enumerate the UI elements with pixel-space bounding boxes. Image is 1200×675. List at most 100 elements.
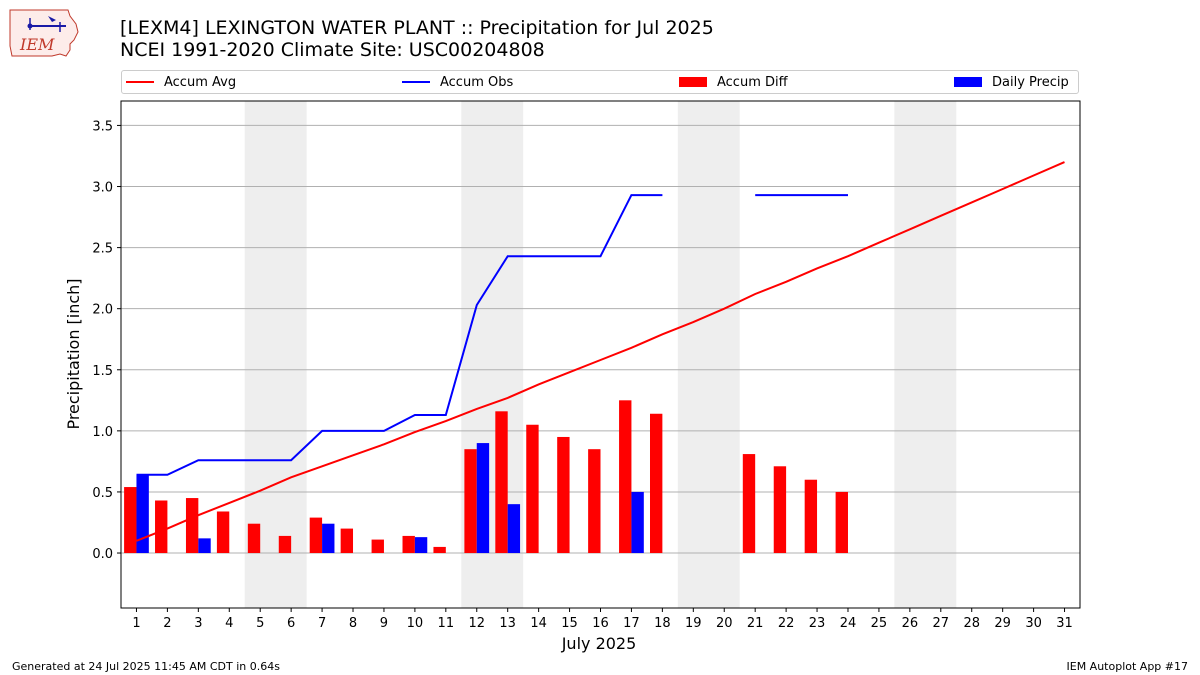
x-tick-label: 2 [163, 616, 171, 631]
x-tick-label: 17 [623, 616, 640, 631]
x-tick-label: 28 [963, 616, 980, 631]
weekend-band-3 [677, 101, 740, 608]
x-tick-label: 26 [902, 616, 919, 631]
legend-swatch-daily-precip [954, 77, 982, 87]
accum-diff-bar-day-17 [619, 400, 632, 554]
footer-generated: Generated at 24 Jul 2025 11:45 AM CDT in… [12, 660, 280, 673]
x-axis-label: July 2025 [561, 634, 637, 653]
accum-diff-bar-day-14 [526, 424, 539, 554]
weekend-band-4 [894, 101, 957, 608]
y-tick-label: 1.0 [92, 425, 113, 440]
daily-precip-bar-day-12 [476, 443, 490, 554]
x-tick-label: 16 [592, 616, 609, 631]
x-tick-label: 15 [561, 616, 578, 631]
x-tick-label: 29 [994, 616, 1011, 631]
legend-swatch-accum-diff [679, 77, 707, 87]
x-tick-label: 7 [318, 616, 326, 631]
accum-avg-line [136, 161, 1065, 542]
accum-diff-bar-day-5 [247, 523, 261, 554]
accum-diff-bar-day-7 [309, 517, 323, 554]
x-tick-label: 31 [1056, 616, 1073, 631]
accum-diff-bar-day-24 [835, 491, 848, 554]
legend-swatch-accum-avg [126, 81, 154, 83]
x-tick-label: 12 [468, 616, 485, 631]
daily-precip-bar-day-17 [631, 491, 644, 554]
accum-diff-bar-day-21 [742, 454, 756, 554]
accum-diff-bar-day-4 [216, 511, 230, 554]
y-tick-label: 2.5 [92, 242, 113, 257]
accum-obs-line-segment-1 [136, 194, 663, 476]
weekend-band-2 [461, 101, 524, 608]
logo-text: IEM [19, 35, 55, 54]
bar-marks [124, 400, 848, 554]
chart-title: [LEXM4] LEXINGTON WATER PLANT :: Precipi… [120, 17, 714, 39]
accum-diff-bar-day-11 [433, 546, 446, 554]
legend-item-accum-avg: Accum Avg [126, 71, 236, 93]
accum-diff-bar-day-3 [185, 498, 199, 554]
iem-logo: IEM [9, 9, 79, 57]
x-tick-label: 18 [654, 616, 671, 631]
legend-label-daily-precip: Daily Precip [992, 74, 1069, 90]
legend-swatch-accum-obs [402, 81, 430, 83]
x-tick-label: 19 [685, 616, 702, 631]
x-tick-label: 13 [499, 616, 516, 631]
accum-diff-bar-day-16 [588, 449, 601, 554]
x-tick-label: 9 [380, 616, 388, 631]
accum-diff-bar-day-8 [340, 528, 354, 554]
accum-diff-bar-day-10 [402, 535, 415, 554]
y-tick-label: 2.0 [92, 303, 113, 318]
axes: 0.00.51.01.52.02.53.03.51 2 3 4 5 6 7 8 9 10 11 12 1… [92, 100, 1081, 631]
x-tick-label: 24 [840, 616, 857, 631]
accum-diff-bar-day-15 [557, 436, 570, 554]
legend: Accum Avg Accum Obs Accum Diff Daily Pre… [121, 70, 1079, 94]
x-tick-label: 30 [1025, 616, 1042, 631]
accum-diff-bar-day-13 [495, 411, 508, 554]
daily-precip-bar-day-1 [136, 474, 149, 554]
daily-precip-bar-day-13 [507, 504, 521, 554]
x-tick-label: 14 [530, 616, 547, 631]
y-tick-label: 3.5 [92, 119, 113, 134]
x-tick-label: 27 [933, 616, 950, 631]
x-tick-label: 25 [871, 616, 888, 631]
accum-diff-bar-day-6 [278, 535, 292, 554]
daily-precip-bar-day-3 [198, 538, 211, 554]
x-tick-label: 4 [225, 616, 233, 631]
x-tick-label: 11 [438, 616, 455, 631]
x-tick-label: 20 [716, 616, 733, 631]
accum-diff-bar-day-18 [649, 413, 663, 554]
footer-app: IEM Autoplot App #17 [1066, 660, 1189, 673]
daily-precip-bar-day-7 [322, 523, 335, 554]
weekend-bands [244, 101, 957, 608]
legend-label-accum-obs: Accum Obs [440, 74, 514, 90]
legend-label-accum-diff: Accum Diff [717, 74, 788, 90]
y-axis-label: Precipitation [inch] [64, 278, 83, 429]
iowa-outline-icon [9, 9, 79, 57]
y-tick-label: 1.5 [92, 364, 113, 379]
accum-diff-bar-day-1 [124, 487, 137, 554]
accum-diff-bar-day-2 [155, 500, 168, 554]
y-tick-label: 0.0 [92, 547, 113, 562]
x-tick-label: 1 [132, 616, 140, 631]
y-tick-label: 3.0 [92, 181, 113, 196]
grid-lines [121, 124, 1080, 554]
x-tick-label: 21 [747, 616, 764, 631]
daily-precip-bar-day-10 [414, 537, 428, 554]
legend-item-accum-obs: Accum Obs [402, 71, 513, 93]
y-tick-label: 0.5 [92, 486, 113, 501]
x-tick-label: 8 [349, 616, 357, 631]
legend-item-daily-precip: Daily Precip [954, 71, 1069, 93]
accum-diff-bar-day-22 [773, 466, 787, 554]
accum-diff-bar-day-12 [464, 449, 477, 554]
chart-subtitle: NCEI 1991-2020 Climate Site: USC00204808 [120, 39, 545, 61]
x-tick-label: 5 [256, 616, 264, 631]
x-tick-label: 3 [194, 616, 202, 631]
x-tick-label: 22 [778, 616, 795, 631]
legend-item-accum-diff: Accum Diff [679, 71, 788, 93]
line-marks [136, 161, 1065, 542]
legend-label-accum-avg: Accum Avg [164, 74, 237, 90]
x-tick-label: 6 [287, 616, 295, 631]
weekend-band-1 [244, 101, 307, 608]
x-tick-label: 10 [407, 616, 424, 631]
plot-frame [120, 100, 1081, 609]
